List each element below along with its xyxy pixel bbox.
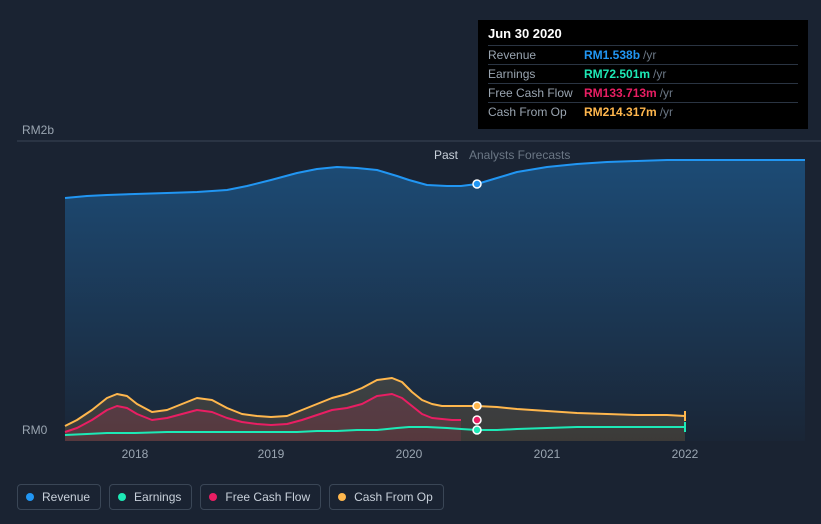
x-axis-label: 2019: [258, 447, 285, 461]
chart-tooltip: Jun 30 2020 RevenueRM1.538b/yrEarningsRM…: [478, 20, 808, 129]
tooltip-row: Cash From OpRM214.317m/yr: [488, 102, 798, 121]
x-axis-label: 2021: [534, 447, 561, 461]
tooltip-value: RM72.501m/yr: [584, 67, 666, 81]
legend-dot: [338, 493, 346, 501]
tooltip-value: RM1.538b/yr: [584, 48, 656, 62]
tooltip-label: Earnings: [488, 67, 584, 81]
tooltip-title: Jun 30 2020: [488, 26, 798, 41]
legend-dot: [26, 493, 34, 501]
tooltip-row: EarningsRM72.501m/yr: [488, 64, 798, 83]
x-axis-label: 2018: [122, 447, 149, 461]
legend-label: Earnings: [134, 490, 181, 504]
tooltip-value: RM214.317m/yr: [584, 105, 673, 119]
tooltip-label: Free Cash Flow: [488, 86, 584, 100]
legend-label: Cash From Op: [354, 490, 433, 504]
legend-label: Revenue: [42, 490, 90, 504]
legend-dot: [118, 493, 126, 501]
tooltip-label: Cash From Op: [488, 105, 584, 119]
legend-dot: [209, 493, 217, 501]
past-label: Past: [434, 148, 458, 162]
x-axis-label: 2022: [672, 447, 699, 461]
legend-item-earnings[interactable]: Earnings: [109, 484, 192, 510]
legend-item-free-cash-flow[interactable]: Free Cash Flow: [200, 484, 321, 510]
tooltip-row: RevenueRM1.538b/yr: [488, 45, 798, 64]
y-axis-label: RM0: [22, 423, 47, 437]
tooltip-row: Free Cash FlowRM133.713m/yr: [488, 83, 798, 102]
forecasts-label: Analysts Forecasts: [469, 148, 570, 162]
financial-chart: Past Analysts Forecasts RM2b RM0 2018 2019…: [17, 0, 805, 470]
legend-item-cash-from-op[interactable]: Cash From Op: [329, 484, 444, 510]
tooltip-value: RM133.713m/yr: [584, 86, 673, 100]
legend-item-revenue[interactable]: Revenue: [17, 484, 101, 510]
legend-label: Free Cash Flow: [225, 490, 310, 504]
y-axis-label: RM2b: [22, 123, 54, 137]
x-axis-label: 2020: [396, 447, 423, 461]
chart-legend: Revenue Earnings Free Cash Flow Cash From O…: [17, 484, 444, 510]
tooltip-label: Revenue: [488, 48, 584, 62]
